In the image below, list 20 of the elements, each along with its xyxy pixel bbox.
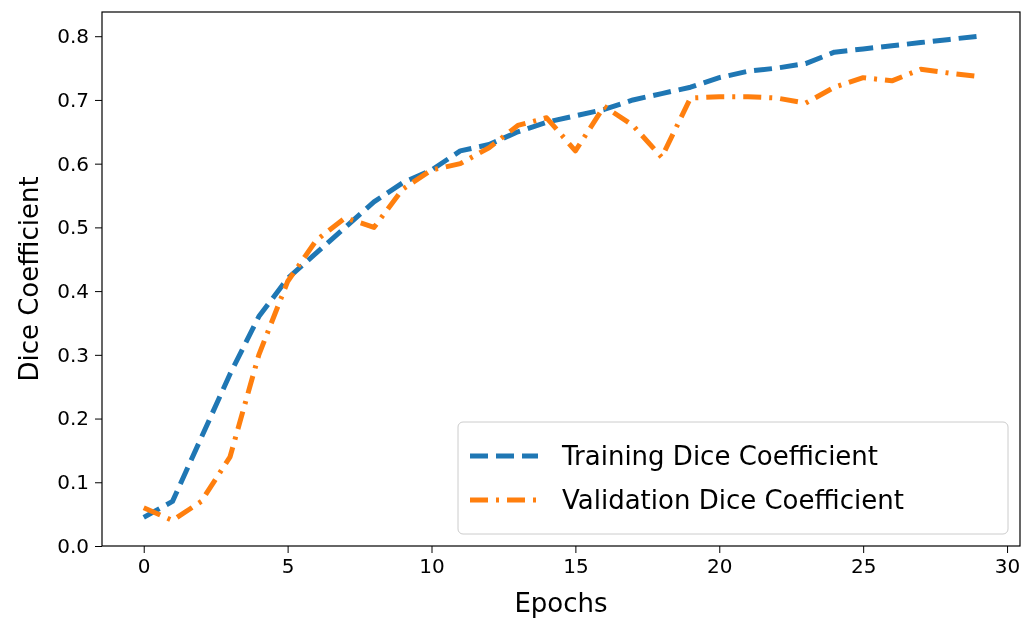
y-tick-label: 0.3 bbox=[57, 342, 89, 367]
x-tick-label: 10 bbox=[419, 554, 445, 579]
legend-label: Training Dice Coefficient bbox=[561, 441, 879, 471]
x-tick-label: 20 bbox=[707, 554, 733, 579]
x-tick-label: 15 bbox=[563, 554, 589, 579]
y-tick-label: 0.1 bbox=[57, 470, 89, 495]
x-tick-label: 5 bbox=[281, 554, 295, 579]
y-tick-label: 0.0 bbox=[57, 533, 89, 558]
x-tick-label: 25 bbox=[850, 554, 877, 579]
y-tick-label: 0.6 bbox=[57, 151, 89, 176]
x-axis-title: Epochs bbox=[514, 588, 608, 618]
x-tick-label: 0 bbox=[137, 554, 151, 579]
y-axis-title: Dice Coefficient bbox=[14, 176, 44, 382]
legend-label: Validation Dice Coefficient bbox=[562, 485, 904, 515]
y-tick-label: 0.7 bbox=[57, 87, 89, 112]
x-tick-label: 30 bbox=[994, 554, 1021, 579]
y-tick-label: 0.8 bbox=[57, 24, 89, 49]
y-tick-label: 0.5 bbox=[57, 215, 89, 240]
y-tick-label: 0.2 bbox=[57, 406, 89, 431]
y-tick-label: 0.4 bbox=[57, 279, 89, 304]
